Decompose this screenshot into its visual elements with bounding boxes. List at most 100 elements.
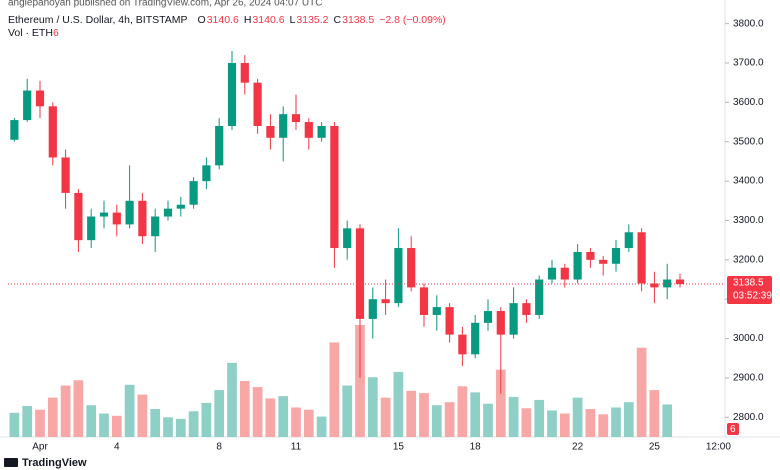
volume-bar: [214, 390, 225, 437]
candle-body: [394, 248, 403, 304]
volume-tag: [727, 423, 739, 435]
y-tick-label: 3700.0: [733, 58, 764, 69]
x-tick-label: 4: [114, 442, 120, 453]
ohlc-key: L: [290, 14, 296, 26]
candle-body: [458, 334, 467, 355]
candle-body: [675, 279, 685, 285]
candle-body: [23, 90, 32, 121]
y-tick-label: 3300.0: [733, 215, 764, 226]
candle-body: [253, 82, 262, 126]
candle-body: [74, 192, 83, 241]
candle-body: [125, 200, 134, 225]
candle-body: [547, 267, 557, 280]
candle-body: [650, 283, 659, 288]
ohlc-key: O: [198, 14, 206, 26]
volume-bar: [483, 403, 493, 437]
y-tick-label: 2900.0: [733, 373, 764, 384]
x-tick-label: 15: [393, 442, 405, 453]
volume-bar: [265, 398, 276, 437]
candle-body: [112, 212, 121, 225]
volume-bar: [9, 412, 20, 437]
volume-bar: [521, 408, 532, 437]
candle-body: [355, 228, 365, 319]
candle-body: [35, 90, 45, 107]
candle-body: [599, 259, 608, 264]
volume-bar: [291, 407, 301, 437]
volume-bar: [623, 402, 634, 437]
candle-body: [215, 125, 224, 166]
volume-bar: [329, 342, 340, 437]
logo: [4, 458, 18, 467]
y-tick-label: 3800.0: [733, 18, 764, 29]
volume-bar: [86, 405, 97, 437]
candle-body: [368, 299, 377, 319]
candle-body: [227, 62, 237, 126]
volume-bar: [355, 325, 365, 437]
x-tick-label: 11: [291, 442, 302, 453]
volume-bar: [393, 371, 404, 437]
volume-bar: [163, 417, 173, 437]
volume-bar: [547, 410, 557, 437]
volume-bar: [572, 397, 583, 437]
volume-bar: [457, 386, 468, 437]
candle-body: [560, 267, 569, 280]
volume-bar: [316, 416, 327, 437]
symbol: Ethereum / U.S. Dollar, 4h, BITSTAMP: [8, 14, 188, 26]
candle-body: [151, 216, 160, 237]
volume-bar: [495, 369, 506, 437]
candle-body: [189, 181, 198, 205]
ohlc: O 3140.6 H 3140.6 L 3135.2 C 3138.5: [198, 14, 375, 26]
volume-value: 6: [53, 27, 59, 39]
volume-bar: [22, 405, 33, 437]
candle-body: [317, 125, 326, 138]
volume-bar: [99, 413, 109, 437]
volume-bar: [598, 414, 609, 437]
y-tick-label: 3400.0: [733, 176, 764, 187]
volume-bar: [662, 404, 673, 437]
y-tick-label: 3600.0: [733, 97, 764, 108]
candle-body: [99, 212, 109, 217]
volume-bar: [201, 402, 212, 437]
candle-body: [381, 299, 390, 304]
candle-body: [176, 204, 185, 209]
volume-bar: [444, 402, 455, 437]
candle-body: [611, 248, 621, 264]
volume-bar: [47, 397, 58, 437]
volume-bar: [534, 399, 545, 437]
volume-bar: [175, 418, 186, 437]
volume-bar: [342, 385, 353, 437]
candle-body: [279, 114, 288, 138]
candle-body: [624, 232, 633, 249]
candle-body: [291, 114, 301, 123]
volume-bar: [406, 390, 417, 437]
last-price-box: [727, 276, 772, 305]
volume-bar: [585, 409, 596, 437]
ohlc-key: C: [334, 14, 342, 26]
volume-bar: [278, 396, 289, 437]
candle-body: [61, 157, 70, 193]
candle-body: [304, 122, 313, 138]
volume-bar: [380, 397, 391, 437]
y-tick-label: 3000.0: [733, 333, 764, 344]
volume-bar: [60, 385, 71, 437]
ohlc-key: H: [244, 14, 252, 26]
candle-body: [471, 322, 480, 355]
volume-bar: [188, 411, 199, 437]
volume-bar: [239, 381, 250, 437]
candle-body: [138, 200, 147, 237]
brand: TradingView: [22, 457, 87, 469]
x-tick-label: 18: [470, 442, 482, 453]
candle-body: [87, 216, 96, 241]
volume-tag-label: 6: [730, 424, 736, 435]
candle-body: [407, 248, 416, 288]
candle-body: [343, 228, 352, 249]
candle-body: [163, 208, 173, 217]
volume-bar: [508, 396, 519, 437]
candle-body: [509, 303, 518, 335]
volume-bar: [124, 384, 135, 437]
ohlc-value: 3140.6: [252, 14, 284, 26]
volume-bar: [559, 413, 570, 437]
volume-bar: [649, 390, 660, 437]
volume-bar: [73, 380, 84, 437]
